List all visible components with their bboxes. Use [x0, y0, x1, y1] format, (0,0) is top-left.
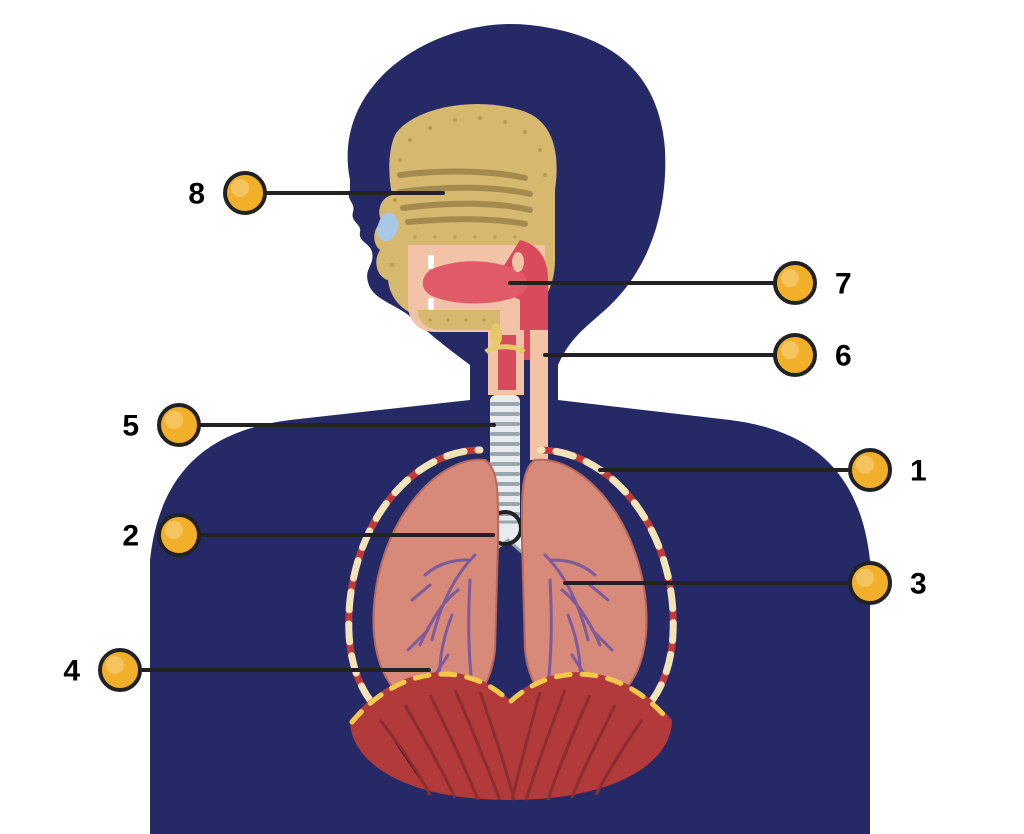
marker-label-6: 6	[835, 340, 852, 373]
marker-label-8: 8	[188, 178, 205, 211]
marker-sheen-8	[231, 179, 249, 197]
marker-label-3: 3	[910, 568, 927, 601]
anatomy-svg: 1 2 3 4 5 6 7 8	[0, 0, 1024, 834]
marker-label-4: 4	[63, 655, 80, 688]
diagram-canvas: 1 2 3 4 5 6 7 8	[0, 0, 1024, 834]
marker-sheen-7	[781, 269, 799, 287]
head-cutaway	[374, 104, 556, 360]
marker-label-2: 2	[122, 520, 139, 553]
marker-sheen-2	[165, 521, 183, 539]
marker-label-7: 7	[835, 268, 852, 301]
marker-label-1: 1	[910, 455, 927, 488]
marker-label-5: 5	[122, 410, 139, 443]
marker-sheen-3	[856, 569, 874, 587]
marker-sheen-6	[781, 341, 799, 359]
marker-sheen-5	[165, 411, 183, 429]
marker-sheen-4	[106, 656, 124, 674]
marker-sheen-1	[856, 456, 874, 474]
